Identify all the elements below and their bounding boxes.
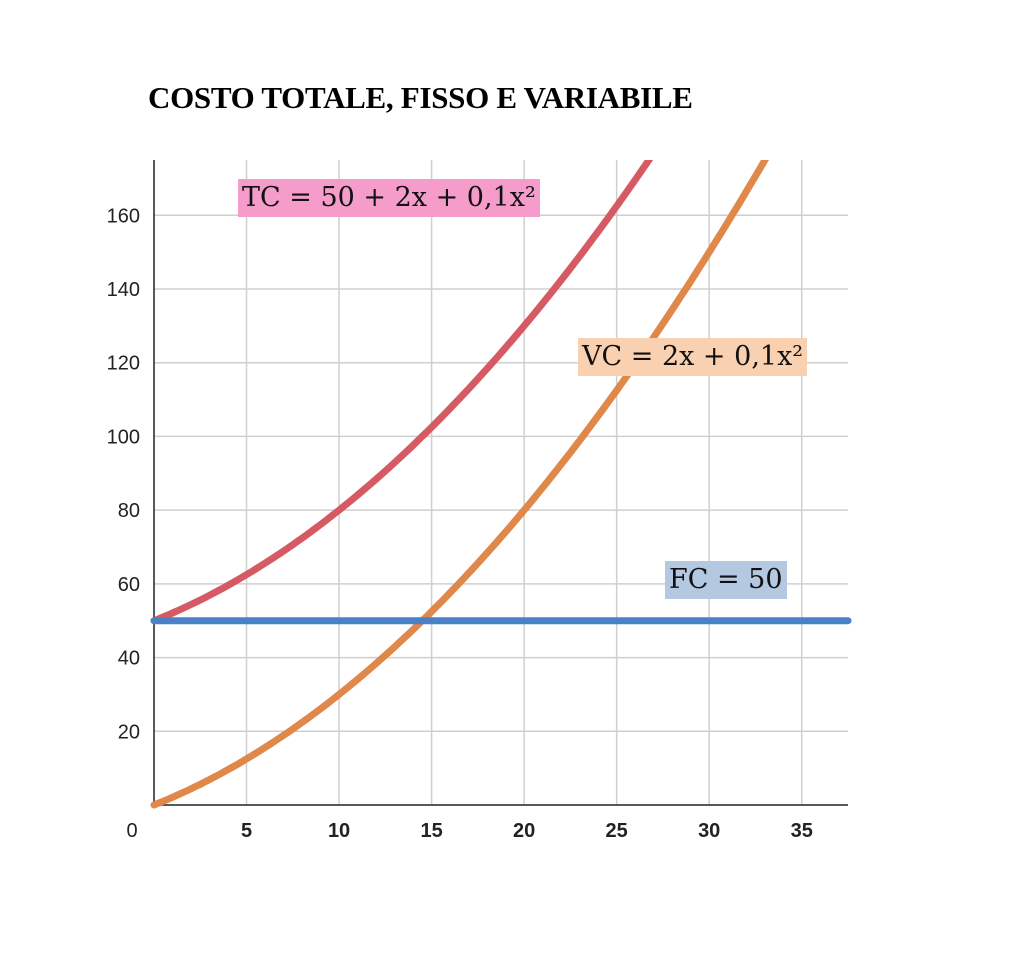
x-tick-label: 30 xyxy=(698,820,720,842)
y-tick-label: 160 xyxy=(107,205,140,227)
x-tick-label: 5 xyxy=(241,820,252,842)
x-tick-label: 10 xyxy=(328,820,350,842)
tc-curve xyxy=(150,160,654,625)
y-tick-label: 80 xyxy=(118,500,140,522)
y-tick-label: 100 xyxy=(107,426,140,448)
chart-title: COSTO TOTALE, FISSO E VARIABILE xyxy=(148,80,693,115)
tc-series-label: TC = 50 + 2x + 0,1x² xyxy=(238,179,540,217)
y-tick-label: 20 xyxy=(118,721,140,743)
x-tick-label: 15 xyxy=(420,820,442,842)
y-tick-label: 120 xyxy=(107,353,140,375)
x-tick-label: 25 xyxy=(606,820,628,842)
y-tick-label: 140 xyxy=(107,279,140,301)
x-tick-label: 0 xyxy=(126,820,137,842)
y-tick-label: 40 xyxy=(118,648,140,670)
fc-series-label: FC = 50 xyxy=(665,561,787,599)
x-tick-label: 20 xyxy=(513,820,535,842)
x-tick-label: 35 xyxy=(791,820,813,842)
y-tick-label: 60 xyxy=(118,574,140,596)
vc-series-label: VC = 2x + 0,1x² xyxy=(578,338,808,376)
vc-curve xyxy=(150,160,769,809)
